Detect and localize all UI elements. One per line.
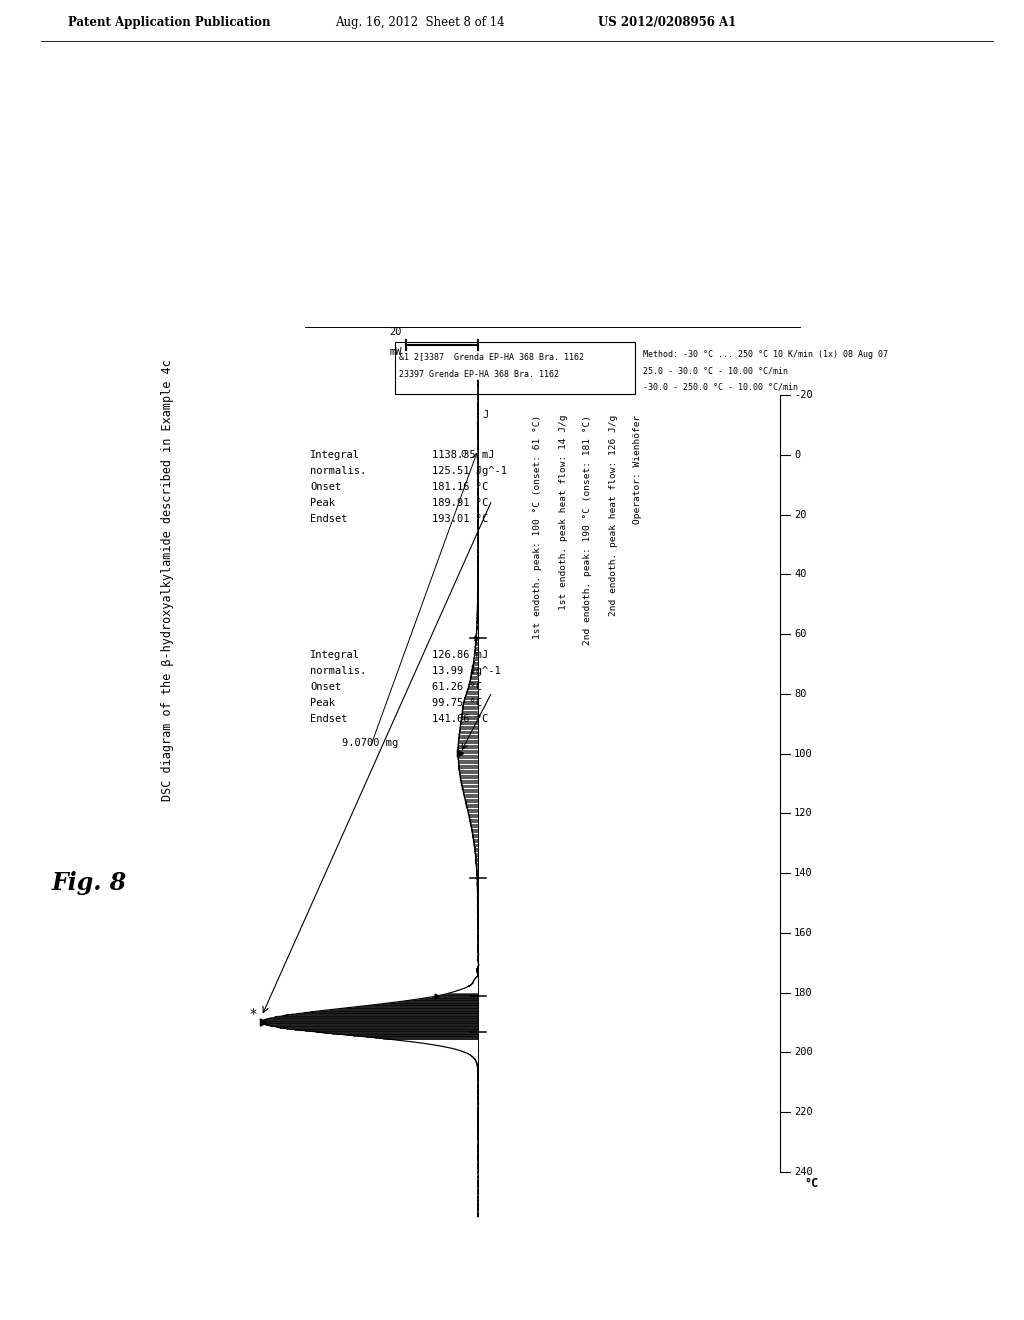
- Text: Integral: Integral: [310, 649, 360, 660]
- Text: 1138.35 mJ: 1138.35 mJ: [432, 450, 495, 459]
- Text: Integral: Integral: [310, 450, 360, 459]
- Text: normalis.: normalis.: [310, 667, 367, 676]
- Text: Method: -30 °C ... 250 °C 10 K/min (1x) 08 Aug 07: Method: -30 °C ... 250 °C 10 K/min (1x) …: [643, 350, 888, 359]
- Text: 220: 220: [794, 1107, 813, 1117]
- Text: Onset: Onset: [310, 682, 341, 692]
- Text: mW: mW: [389, 347, 402, 356]
- Text: Peak: Peak: [310, 498, 335, 508]
- Text: 193.01 °C: 193.01 °C: [432, 513, 488, 524]
- Text: 181.16 °C: 181.16 °C: [432, 482, 488, 492]
- Text: 100: 100: [794, 748, 813, 759]
- Text: 189.91 °C: 189.91 °C: [432, 498, 488, 508]
- Text: 0: 0: [794, 450, 800, 459]
- Text: 40: 40: [794, 569, 807, 579]
- Text: 2nd endoth. peak: 190 °C (onset: 181 °C): 2nd endoth. peak: 190 °C (onset: 181 °C): [584, 414, 593, 645]
- Text: 80: 80: [794, 689, 807, 698]
- Text: *: *: [250, 1007, 257, 1022]
- Text: 125.51 Jg^-1: 125.51 Jg^-1: [432, 466, 507, 477]
- Text: 2nd endoth. peak heat flow: 126 J/g: 2nd endoth. peak heat flow: 126 J/g: [608, 414, 617, 616]
- Text: 25.0 - 30.0 °C - 10.00 °C/min: 25.0 - 30.0 °C - 10.00 °C/min: [643, 366, 788, 375]
- Bar: [395, 342, 635, 393]
- Text: 120: 120: [794, 808, 813, 818]
- Text: Fig. 8: Fig. 8: [52, 871, 127, 895]
- Text: 140: 140: [794, 869, 813, 878]
- Text: °C: °C: [805, 1177, 819, 1191]
- Text: 20: 20: [389, 327, 402, 337]
- Text: J: J: [482, 411, 488, 420]
- Text: 126.86 mJ: 126.86 mJ: [432, 649, 488, 660]
- Text: 180: 180: [794, 987, 813, 998]
- Text: -30.0 - 250.0 °C - 10.00 °C/min: -30.0 - 250.0 °C - 10.00 °C/min: [643, 381, 798, 391]
- Text: 60: 60: [794, 630, 807, 639]
- Text: 1st endoth. peak: 100 °C (onset: 61 °C): 1st endoth. peak: 100 °C (onset: 61 °C): [534, 414, 543, 639]
- Text: DSC diagram of the β-hydroxyalkylamide described in Example 4c: DSC diagram of the β-hydroxyalkylamide d…: [162, 359, 174, 801]
- Text: Peak: Peak: [310, 698, 335, 708]
- Text: Onset: Onset: [310, 482, 341, 492]
- Text: 0: 0: [461, 450, 466, 459]
- Text: 23397 Grenda EP-HA 368 Bra. 1162: 23397 Grenda EP-HA 368 Bra. 1162: [399, 370, 559, 379]
- Text: 61.26 °C: 61.26 °C: [432, 682, 482, 692]
- Text: Operator: Wienhöfer: Operator: Wienhöfer: [634, 414, 642, 524]
- Text: 160: 160: [794, 928, 813, 939]
- Text: 200: 200: [794, 1048, 813, 1057]
- Text: -20: -20: [794, 389, 813, 400]
- Text: 240: 240: [794, 1167, 813, 1177]
- Text: 141.66 °C: 141.66 °C: [432, 714, 488, 723]
- Text: 1st endoth. peak heat flow: 14 J/g: 1st endoth. peak heat flow: 14 J/g: [558, 414, 567, 610]
- Text: Patent Application Publication: Patent Application Publication: [68, 16, 270, 29]
- Text: normalis.: normalis.: [310, 466, 367, 477]
- Text: Endset: Endset: [310, 513, 347, 524]
- Text: US 2012/0208956 A1: US 2012/0208956 A1: [598, 16, 736, 29]
- Text: 99.75 °C: 99.75 °C: [432, 698, 482, 708]
- Text: 20: 20: [794, 510, 807, 520]
- Text: 13.99 Jg^-1: 13.99 Jg^-1: [432, 667, 501, 676]
- Text: Aug. 16, 2012  Sheet 8 of 14: Aug. 16, 2012 Sheet 8 of 14: [335, 16, 505, 29]
- Text: Endset: Endset: [310, 714, 347, 723]
- Text: 9.0700 mg: 9.0700 mg: [342, 738, 398, 748]
- Text: &1 2[3387  Grenda EP-HA 368 Bra. 1162: &1 2[3387 Grenda EP-HA 368 Bra. 1162: [399, 352, 584, 360]
